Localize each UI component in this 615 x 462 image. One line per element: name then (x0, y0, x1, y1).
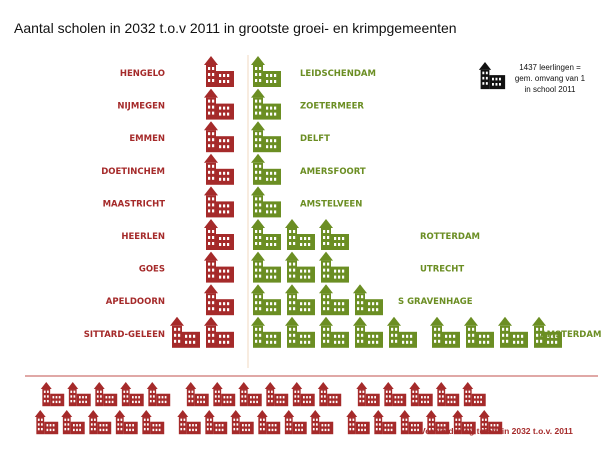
grow-school-icon (319, 251, 349, 283)
total-school-icon (317, 382, 342, 407)
total-school-icon (185, 382, 209, 407)
grow-school-icon (251, 316, 281, 348)
total-school-icon (291, 382, 315, 407)
grow-school-icon (387, 316, 417, 348)
shrink-school-icon (204, 251, 234, 283)
grow-school-icon (319, 284, 349, 316)
grow-school-icon (251, 121, 281, 153)
total-school-icon (67, 382, 91, 407)
shrink-school-icon (204, 186, 234, 218)
total-school-icon (238, 382, 262, 407)
grow-label: ZOETERMEER (300, 102, 364, 112)
total-school-icon (409, 382, 433, 407)
grow-school-icon (498, 316, 528, 348)
grow-school-icon (285, 316, 315, 348)
total-school-icon (146, 382, 171, 407)
total-shrink-label: Vermindering totaal in 2032 t.o.v. 2011 (420, 426, 573, 436)
shrink-school-icon (204, 284, 234, 316)
total-school-icon (283, 410, 307, 435)
legend-text: 1437 leerlingen = gem. omvang van 1 in s… (504, 62, 596, 95)
grow-school-icon (251, 88, 281, 120)
total-school-icon (120, 382, 144, 407)
grow-label: DELFT (300, 134, 330, 144)
grow-label: ROTTERDAM (420, 232, 480, 242)
total-school-icon (346, 410, 370, 435)
total-school-icon (256, 410, 281, 435)
grow-label: AMERSFOORT (300, 167, 366, 177)
grow-school-icon (353, 284, 383, 316)
shrink-school-icon (204, 219, 234, 250)
grow-school-icon (285, 219, 315, 250)
shrink-school-icon (204, 56, 234, 87)
shrink-school-icon (204, 153, 234, 185)
total-school-icon (382, 382, 407, 407)
total-school-icon (61, 410, 85, 435)
legend-line-2: gem. omvang van 1 (514, 74, 586, 83)
shrink-school-icon (204, 88, 234, 120)
total-school-icon (211, 382, 236, 407)
total-school-icon (435, 382, 460, 407)
total-school-icon (264, 382, 289, 407)
legend-line-1: 1437 leerlingen = (519, 63, 581, 72)
total-school-icon (462, 382, 486, 407)
grow-school-icon (285, 251, 315, 283)
grow-school-icon (285, 284, 315, 316)
total-school-icon (356, 382, 380, 407)
shrink-school-icon (170, 316, 200, 348)
shrink-label: APELDOORN (106, 297, 165, 307)
total-school-icon (87, 410, 112, 435)
grow-school-icon (251, 219, 281, 250)
chart-title: Aantal scholen in 2032 t.o.v 2011 in gro… (14, 20, 457, 36)
total-school-icon (93, 382, 118, 407)
grow-label: LEIDSCHENDAM (300, 69, 376, 79)
total-school-icon (203, 410, 228, 435)
total-school-icon (34, 410, 59, 435)
shrink-school-icon (204, 121, 234, 153)
shrink-label: HEERLEN (121, 232, 165, 242)
grow-school-icon (430, 316, 460, 348)
grow-school-icon (251, 153, 281, 185)
grow-school-icon (251, 186, 281, 218)
grow-school-icon (464, 316, 494, 348)
grow-school-icon (353, 316, 383, 348)
total-school-icon (114, 410, 138, 435)
grow-label: UTRECHT (420, 265, 464, 275)
total-school-icon (40, 382, 65, 407)
grow-school-icon (319, 316, 349, 348)
total-school-icon (140, 410, 165, 435)
grow-school-icon (251, 284, 281, 316)
shrink-label: GOES (139, 265, 165, 275)
shrink-label: NIJMEGEN (117, 102, 165, 112)
grow-label: AMSTELVEEN (300, 199, 362, 209)
grow-school-icon (251, 251, 281, 283)
grow-label: S GRAVENHAGE (398, 297, 473, 307)
shrink-label: MAASTRICHT (103, 199, 166, 209)
shrink-label: DOETINCHEM (101, 167, 165, 177)
total-school-icon (177, 410, 201, 435)
shrink-label: EMMEN (129, 134, 165, 144)
legend-school-icon (478, 62, 506, 90)
total-school-icon (309, 410, 334, 435)
shrink-label: SITTARD-GELEEN (84, 330, 165, 340)
total-school-icon (230, 410, 254, 435)
shrink-label: HENGELO (120, 69, 165, 79)
shrink-school-icon (204, 316, 234, 348)
legend-line-3: in school 2011 (524, 85, 576, 94)
grow-label: AMSTERDAM (540, 330, 601, 340)
total-school-icon (372, 410, 397, 435)
grow-school-icon (319, 219, 349, 250)
grow-school-icon (251, 56, 281, 87)
